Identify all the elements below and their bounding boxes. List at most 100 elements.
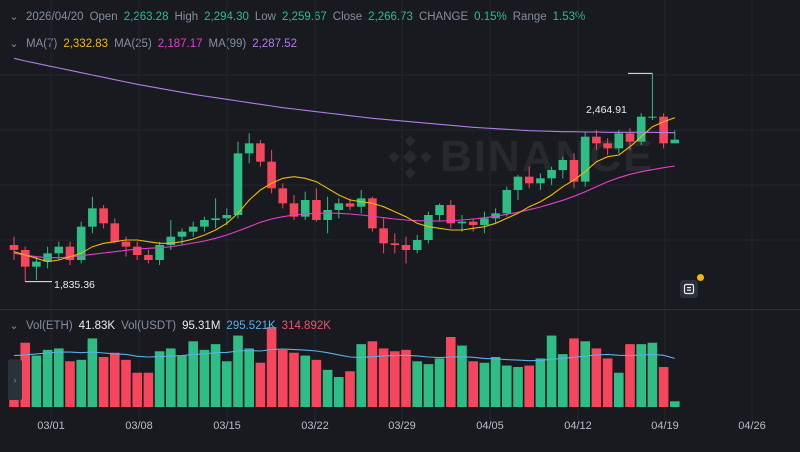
range-label: Range (512, 10, 547, 23)
vol-usdt-value: 95.31M (182, 319, 221, 332)
x-tick-label: 03/29 (388, 420, 416, 432)
volume-legend-row: ⌄ Vol(ETH) 41.83K Vol(USDT) 95.31M 295.5… (8, 319, 337, 333)
candle-body (468, 221, 478, 225)
volume-pane-handle[interactable]: › (8, 360, 22, 400)
volume-ma-line (13, 348, 675, 362)
volume-bar (177, 355, 187, 407)
volume-bar (356, 344, 366, 407)
volume-bar (278, 349, 288, 407)
candle-body (648, 116, 657, 118)
pane-divider[interactable] (0, 309, 800, 310)
open-label: Open (89, 10, 118, 23)
candle-body (289, 203, 299, 217)
volume-bar (199, 349, 210, 407)
volume-bar (558, 354, 568, 407)
volume-bar (42, 349, 53, 407)
ma25-line (13, 165, 675, 259)
volume-bar (479, 362, 490, 407)
volume-bar (614, 372, 624, 407)
volume-bar (132, 372, 142, 407)
range-value: 1.53% (552, 10, 586, 23)
candle-body (188, 226, 198, 232)
candle-body (267, 161, 276, 189)
volume-bar (569, 338, 579, 407)
candle-body (670, 139, 680, 144)
volume-bar (602, 358, 613, 407)
volume-bar (300, 355, 310, 407)
candle-body (121, 241, 131, 247)
candle-body (379, 228, 388, 244)
vol-eth-label: Vol(ETH) (26, 319, 73, 332)
volume-bar (20, 342, 30, 407)
volume-bar (647, 342, 658, 407)
ohlc-info-row: ⌄ 2026/04/20 Open 2,263.28 High 2,294.30… (8, 10, 591, 24)
volume-bar (98, 357, 109, 407)
volume-bar (334, 377, 344, 407)
volume-bar (222, 361, 232, 407)
candle-body (132, 246, 142, 255)
candle-body (401, 245, 411, 250)
volume-bar (658, 367, 669, 407)
candle-body (222, 215, 232, 219)
volume-bar (31, 355, 42, 407)
x-tick-label: 04/12 (564, 420, 592, 432)
volume-bar (289, 352, 299, 407)
candle-body (435, 205, 444, 215)
ma99-line (13, 57, 675, 134)
candle-body (345, 203, 355, 207)
volume-bar (434, 358, 445, 407)
candle-body (480, 218, 489, 225)
ma25-label: MA(25) (114, 37, 152, 50)
close-label: Close (332, 10, 363, 23)
candle-body (659, 116, 668, 144)
volume-bar (121, 359, 131, 407)
candle-body (502, 190, 512, 214)
candle-body (54, 246, 64, 254)
volume-bar (233, 335, 243, 407)
candle-body (110, 223, 120, 242)
ma25-value: 2,187.17 (157, 37, 203, 50)
volume-bar (143, 372, 154, 407)
vol-collapse-chevron-icon[interactable]: ⌄ (9, 320, 19, 332)
candle-body (155, 245, 164, 260)
x-tick-label: 04/19 (651, 420, 679, 432)
ma99-value: 2,287.52 (252, 37, 298, 50)
binance-logo-icon (388, 135, 432, 179)
candle-body (513, 176, 523, 190)
volume-bar (311, 359, 322, 407)
ma-legend-row: ⌄ MA(7) 2,332.83 MA(25) 2,187.17 MA(99) … (8, 37, 303, 51)
candle-body (368, 198, 377, 229)
volume-bar (546, 335, 557, 407)
collapse-chevron-icon[interactable]: ⌄ (9, 11, 19, 23)
candle-body (211, 218, 220, 220)
candle-body (244, 143, 254, 154)
candle-body (278, 188, 288, 204)
candlestick-chart[interactable] (0, 0, 800, 420)
candle-body (614, 133, 624, 149)
candle-body (356, 198, 366, 207)
candle-body (200, 220, 209, 227)
candle-body (20, 250, 30, 267)
candle-body (390, 243, 400, 245)
high-label: High (174, 10, 199, 23)
candle-body (625, 133, 635, 142)
candle-body (558, 160, 568, 170)
volume-bar (345, 371, 355, 407)
volume-bar (625, 344, 635, 407)
volume-bar (255, 362, 266, 407)
date-value: 2026/04/20 (26, 10, 84, 23)
candle-body (312, 200, 321, 220)
ma-collapse-chevron-icon[interactable]: ⌄ (9, 38, 19, 50)
ma7-value: 2,332.83 (63, 37, 109, 50)
volume-bar (670, 401, 680, 407)
price-alert-button[interactable] (680, 280, 698, 298)
candle-body (233, 153, 243, 215)
vol-ma2-value: 314.892K (281, 319, 331, 332)
volume-bar (87, 338, 98, 407)
candle-body (424, 215, 433, 240)
candle-body (32, 261, 41, 267)
volume-bar (580, 341, 590, 407)
candle-body (636, 116, 646, 142)
low-price-marker: 1,835.36 (54, 279, 95, 291)
candle-body (177, 231, 187, 237)
